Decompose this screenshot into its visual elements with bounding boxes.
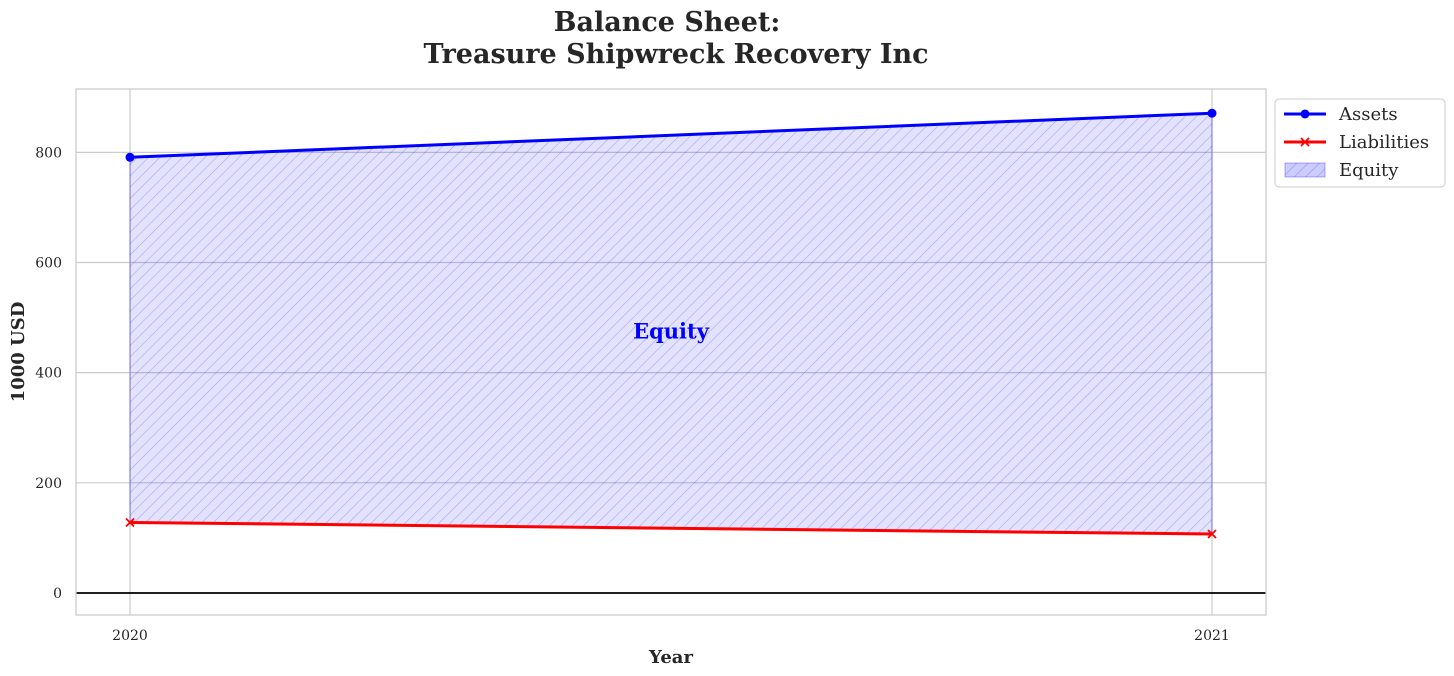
x-tick-label: 2021 — [1194, 628, 1230, 644]
chart-title-line-2: Treasure Shipwreck Recovery Inc — [423, 39, 928, 70]
y-tick-label: 800 — [35, 145, 62, 161]
series-line-liabilities — [128, 520, 1214, 536]
equity-fill-layer — [129, 112, 1213, 535]
chart-title-line-1: Balance Sheet: — [554, 7, 781, 38]
legend-item-assets: Assets — [1284, 104, 1398, 125]
series-layer — [125, 108, 1217, 539]
point-liabilities — [1207, 529, 1217, 539]
series-line-assets — [128, 111, 1214, 159]
x-axis-label: Year — [648, 647, 693, 668]
equity-annotation: Equity — [633, 318, 710, 343]
point-assets — [1207, 108, 1217, 118]
y-tick-labels: 0 200 400 600 800 — [35, 145, 62, 602]
x-tick-label: 2020 — [112, 628, 148, 644]
legend-label-assets: Assets — [1338, 104, 1398, 125]
point-liabilities — [125, 517, 135, 528]
y-tick-label: 200 — [35, 476, 62, 492]
legend-label-liabilities: Liabilities — [1339, 132, 1429, 153]
y-tick-label: 400 — [35, 366, 62, 382]
y-tick-label: 600 — [35, 255, 62, 271]
legend-label-equity: Equity — [1339, 160, 1399, 181]
legend: Assets Liabilities Equity — [1274, 98, 1446, 188]
plot-frame — [75, 88, 1267, 616]
legend-item-liabilities: Liabilities — [1284, 132, 1429, 153]
x-tick-labels: 2020 2021 — [112, 628, 1230, 644]
y-axis-label: 1000 USD — [8, 302, 29, 403]
legend-item-equity: Equity — [1284, 160, 1399, 181]
equity-hatch — [130, 113, 1212, 535]
y-tick-label: 0 — [53, 586, 62, 602]
point-assets — [125, 152, 135, 162]
